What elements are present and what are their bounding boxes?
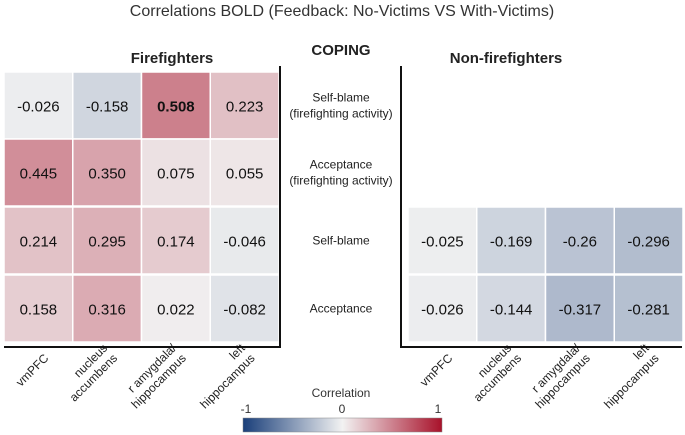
heatmap-cell-value: -0.046 bbox=[223, 234, 266, 251]
panel-title-firefighters: Firefighters bbox=[131, 50, 214, 67]
row-label: Self-blame bbox=[312, 234, 370, 248]
heatmap-cell-value: 0.158 bbox=[20, 302, 58, 319]
heatmap-cell-value: 0.350 bbox=[88, 166, 126, 183]
chart-title: Correlations BOLD (Feedback: No-Victims … bbox=[130, 3, 554, 20]
heatmap-cell-value: -0.026 bbox=[421, 302, 464, 319]
column-label: vmPFC bbox=[417, 351, 455, 389]
heatmap-cell bbox=[544, 274, 615, 343]
heatmap-cell bbox=[476, 274, 547, 343]
heatmap-cell-value: -0.082 bbox=[223, 302, 266, 319]
heatmap-cell-value: 0.445 bbox=[20, 166, 58, 183]
heatmap-cell-value: 0.316 bbox=[88, 302, 126, 319]
colorbar bbox=[242, 417, 443, 433]
heatmap-cell-value: -0.158 bbox=[86, 99, 129, 116]
column-label: r amygdala/hippocampus bbox=[125, 341, 189, 412]
heatmap-cell-value: 0.223 bbox=[226, 99, 264, 116]
heatmap-cell-value: -0.296 bbox=[627, 234, 670, 251]
heatmap-cell bbox=[140, 71, 211, 140]
heatmap-cell bbox=[3, 138, 74, 207]
row-label: Acceptance bbox=[310, 158, 373, 172]
heatmap-cell-value: -0.169 bbox=[490, 234, 533, 251]
colorbar-tick-mid: 0 bbox=[339, 402, 346, 416]
row-label: (firefighting activity) bbox=[289, 107, 392, 121]
heatmap-cells: -0.026 -0.158 0.508 0.223 0.445 0.350 0.075 0.0… bbox=[3, 71, 684, 343]
heatmap-cell-value: 0.508 bbox=[157, 99, 195, 116]
center-label: COPING bbox=[311, 42, 370, 59]
column-label-line: vmPFC bbox=[417, 351, 455, 389]
heatmap-cell bbox=[613, 274, 684, 343]
heatmap-cell-value: 0.022 bbox=[157, 302, 195, 319]
column-label: r amygdala/hippocampus bbox=[529, 341, 593, 412]
heatmap-cell bbox=[407, 206, 478, 275]
heatmap-cell bbox=[140, 206, 211, 275]
row-labels: Self-blame (firefighting activity) Accepta… bbox=[289, 91, 392, 316]
heatmap-cell bbox=[613, 206, 684, 275]
heatmap-cell-value: -0.317 bbox=[559, 302, 602, 319]
heatmap-cell-value: -0.144 bbox=[490, 302, 533, 319]
column-label-line: hippocampus bbox=[601, 351, 661, 411]
heatmap-cell-value: -0.026 bbox=[17, 99, 60, 116]
heatmap-cell-value: 0.174 bbox=[157, 234, 195, 251]
heatmap-cell bbox=[476, 206, 547, 275]
row-label: (firefighting activity) bbox=[289, 174, 392, 188]
heatmap-cell bbox=[209, 206, 280, 275]
heatmap-cell bbox=[140, 138, 211, 207]
heatmap-cell-value: -0.025 bbox=[421, 234, 464, 251]
heatmap-cell bbox=[72, 274, 143, 343]
panel-title-non-firefighters: Non-firefighters bbox=[450, 50, 563, 67]
heatmap-cell bbox=[3, 206, 74, 275]
heatmap-cell-value: -0.26 bbox=[563, 234, 597, 251]
colorbar-tick-max: 1 bbox=[435, 402, 442, 416]
colorbar-tick-min: -1 bbox=[241, 402, 252, 416]
heatmap-cell bbox=[209, 138, 280, 207]
heatmap-cell-value: 0.214 bbox=[20, 234, 58, 251]
column-label: vmPFC bbox=[13, 351, 51, 389]
heatmap-cell-value: 0.295 bbox=[88, 234, 126, 251]
heatmap-cell-value: 0.055 bbox=[226, 166, 264, 183]
row-label: Self-blame bbox=[312, 91, 370, 105]
heatmap-cell bbox=[3, 71, 74, 140]
column-label-line: vmPFC bbox=[13, 351, 51, 389]
heatmap-cell-value: 0.075 bbox=[157, 166, 195, 183]
row-label: Acceptance bbox=[310, 302, 373, 316]
heatmap-cell bbox=[544, 206, 615, 275]
colorbar-label: Correlation bbox=[312, 386, 371, 400]
heatmap-cell-value: -0.281 bbox=[627, 302, 670, 319]
heatmap-cell bbox=[3, 274, 74, 343]
